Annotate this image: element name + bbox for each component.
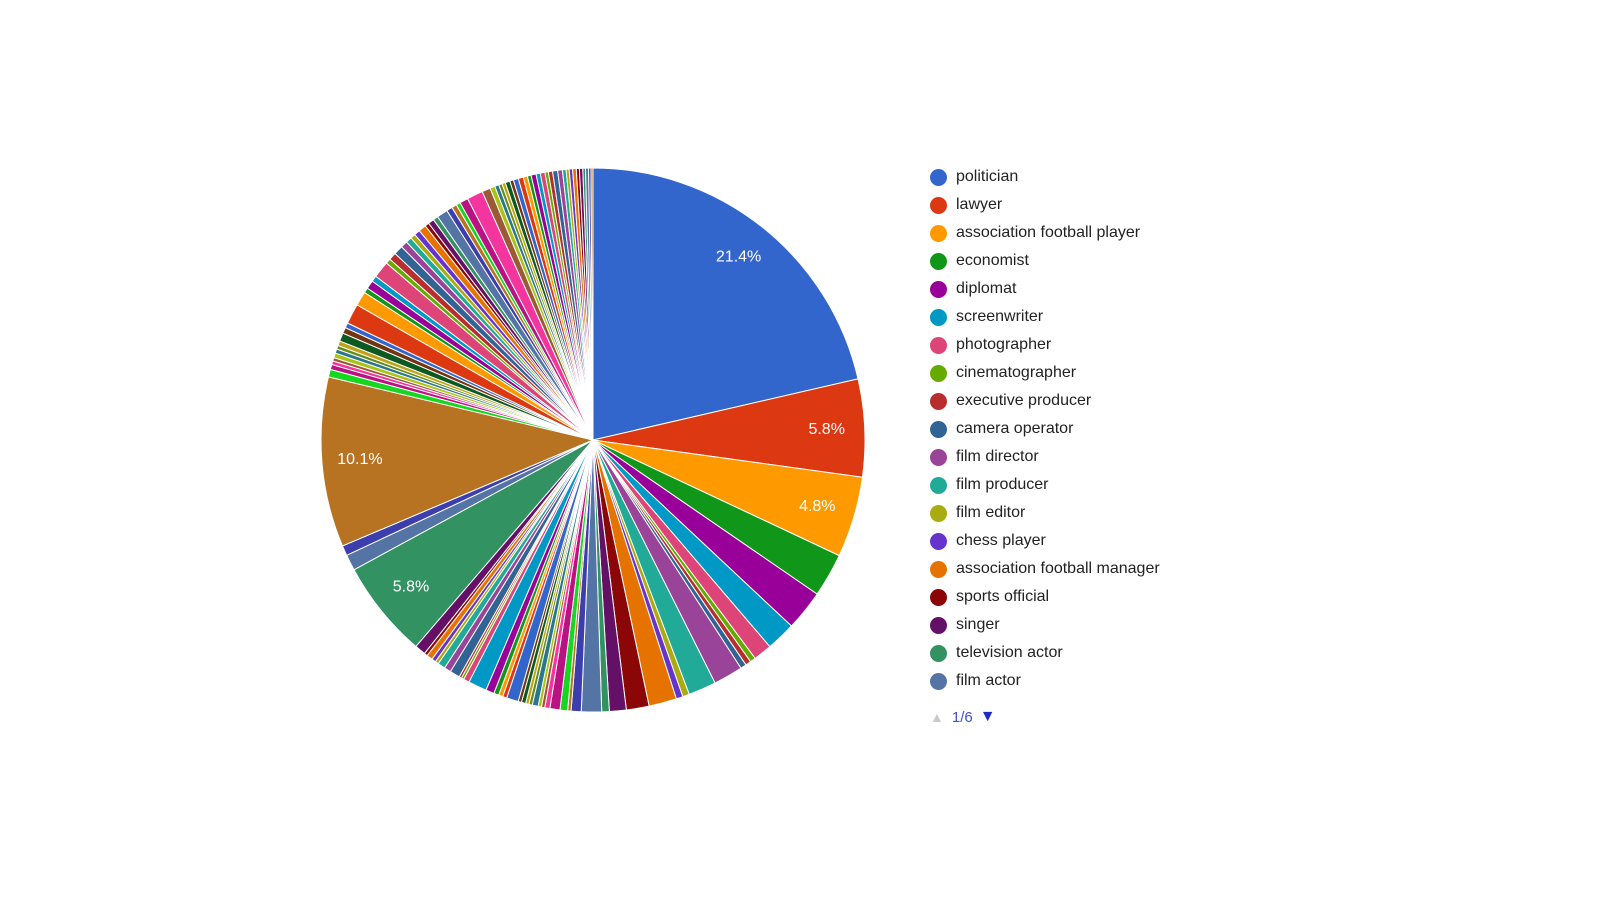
pie-slice[interactable] — [590, 167, 594, 441]
legend-swatch-icon — [930, 616, 947, 634]
legend-label: association football player — [956, 224, 1141, 241]
legend-label: lawyer — [956, 196, 1003, 213]
legend-pagination: ▲ 1/6 ▼ — [930, 706, 1210, 728]
legend-page-indicator: 1/6 — [951, 708, 973, 726]
legend-label: chess player — [956, 532, 1046, 549]
pie-slice[interactable] — [320, 376, 595, 547]
legend-item[interactable]: photographer — [930, 331, 1210, 359]
legend-item[interactable]: executive producer — [930, 387, 1210, 415]
legend-item[interactable]: screenwriter — [930, 303, 1210, 331]
legend-label: film actor — [956, 672, 1021, 689]
legend-item[interactable]: lawyer — [930, 191, 1210, 219]
legend-label: sports official — [956, 588, 1050, 605]
legend-label: film editor — [956, 504, 1026, 521]
legend-swatch-icon — [930, 392, 947, 410]
legend-label: cinematographer — [956, 364, 1077, 381]
legend-swatch-icon — [930, 588, 947, 606]
legend-swatch-icon — [930, 644, 947, 662]
legend-swatch-icon — [930, 224, 947, 242]
legend-item[interactable]: television actor — [930, 639, 1210, 667]
legend-swatch-icon — [930, 532, 947, 550]
legend-swatch-icon — [930, 672, 947, 690]
legend-swatch-icon — [930, 364, 947, 382]
legend-item[interactable]: politician — [930, 163, 1210, 191]
legend-swatch-icon — [930, 252, 947, 270]
legend-swatch-icon — [930, 196, 947, 214]
slice-percent-label: 5.8% — [393, 579, 429, 596]
legend-swatch-icon — [930, 476, 947, 494]
legend-item[interactable]: cinematographer — [930, 359, 1210, 387]
legend-label: camera operator — [956, 420, 1074, 437]
legend-label: photographer — [956, 336, 1052, 353]
legend-swatch-icon — [930, 280, 947, 298]
legend-label: executive producer — [956, 392, 1092, 409]
legend-item[interactable]: film director — [930, 443, 1210, 471]
legend-swatch-icon — [930, 504, 947, 522]
slice-percent-label: 10.1% — [337, 451, 382, 468]
slice-percent-label: 21.4% — [716, 248, 761, 265]
legend-label: association football manager — [956, 560, 1160, 577]
legend-label: diplomat — [956, 280, 1017, 297]
legend-item[interactable]: film producer — [930, 471, 1210, 499]
legend-item[interactable]: camera operator — [930, 415, 1210, 443]
legend-item[interactable]: diplomat — [930, 275, 1210, 303]
legend-item[interactable]: association football manager — [930, 555, 1210, 583]
legend-label: singer — [956, 616, 1000, 633]
legend: politician lawyer association football p… — [930, 163, 1210, 728]
legend-item[interactable]: economist — [930, 247, 1210, 275]
legend-page-up-icon[interactable]: ▲ — [930, 709, 944, 725]
legend-item[interactable]: sports official — [930, 583, 1210, 611]
legend-item[interactable]: association football player — [930, 219, 1210, 247]
slice-percent-label: 4.8% — [799, 498, 835, 515]
legend-item[interactable]: film actor — [930, 667, 1210, 695]
legend-list: politician lawyer association football p… — [930, 163, 1210, 695]
legend-item[interactable]: singer — [930, 611, 1210, 639]
legend-swatch-icon — [930, 336, 947, 354]
legend-label: film producer — [956, 476, 1049, 493]
legend-label: politician — [956, 168, 1019, 185]
legend-swatch-icon — [930, 420, 947, 438]
legend-swatch-icon — [930, 168, 947, 186]
legend-swatch-icon — [930, 308, 947, 326]
legend-swatch-icon — [930, 448, 947, 466]
legend-item[interactable]: film editor — [930, 499, 1210, 527]
legend-item[interactable]: chess player — [930, 527, 1210, 555]
legend-page-down-icon[interactable]: ▼ — [979, 708, 996, 725]
legend-swatch-icon — [930, 560, 947, 578]
slice-percent-label: 5.8% — [808, 421, 844, 438]
legend-label: economist — [956, 252, 1029, 269]
legend-label: film director — [956, 448, 1039, 465]
legend-label: television actor — [956, 644, 1063, 661]
pie-slice[interactable] — [592, 167, 859, 441]
legend-label: screenwriter — [956, 308, 1044, 325]
